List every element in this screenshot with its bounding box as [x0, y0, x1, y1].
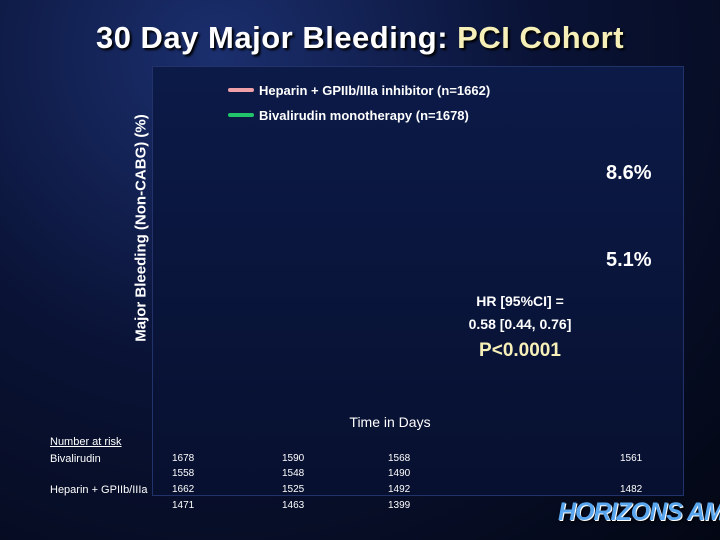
legend-item-heparin: Heparin + GPIIb/IIIa inhibitor (n=1662): [228, 81, 490, 99]
risk-cell-biv-3: 1548: [282, 468, 305, 479]
risk-cell-biv-1: 1558: [172, 468, 195, 479]
risk-table-title: Number at risk: [50, 436, 122, 448]
hr-line-1: HR [95%CI] =: [476, 293, 564, 309]
legend-item-bivalirudin: Bivalirudin monotherapy (n=1678): [228, 106, 469, 124]
end-label-heparin: 8.6%: [606, 162, 652, 184]
risk-cell-biv-4: 1568: [388, 453, 411, 464]
risk-cell-biv-6: 1561: [620, 453, 643, 464]
risk-cell-hep-6: 1482: [620, 484, 643, 495]
risk-cell-biv-0: 1678: [172, 453, 195, 464]
hazard-ratio-annotation: HR [95%CI] = 0.58 [0.44, 0.76]: [440, 290, 600, 336]
hr-line-2: 0.58 [0.44, 0.76]: [468, 316, 572, 332]
risk-cell-hep-2: 1525: [282, 484, 305, 495]
risk-cell-biv-5: 1490: [388, 468, 411, 479]
title-highlight: PCI Cohort: [457, 20, 625, 55]
legend-swatch-heparin: [228, 88, 254, 92]
risk-cell-biv-2: 1590: [282, 453, 305, 464]
risk-row-label-bivalirudin: Bivalirudin: [50, 453, 101, 465]
end-label-bivalirudin: 5.1%: [606, 249, 652, 271]
plot-area: [152, 66, 684, 496]
risk-cell-hep-0: 1662: [172, 484, 195, 495]
legend-swatch-bivalirudin: [228, 113, 254, 117]
p-value-annotation: P<0.0001: [479, 340, 561, 361]
x-axis-label: Time in Days: [349, 414, 431, 430]
horizons-ami-logo: HORIZONS AMI: [558, 498, 720, 526]
risk-cell-hep-3: 1463: [282, 500, 305, 511]
title-main: 30 Day Major Bleeding:: [95, 20, 458, 55]
risk-cell-hep-1: 1471: [172, 500, 195, 511]
legend-label-bivalirudin: Bivalirudin monotherapy (n=1678): [259, 107, 469, 123]
risk-cell-hep-5: 1399: [388, 500, 411, 511]
legend-label-heparin: Heparin + GPIIb/IIIa inhibitor (n=1662): [259, 82, 491, 98]
risk-row-label-heparin: Heparin + GPIIb/IIIa: [50, 484, 148, 496]
y-axis-label: Major Bleeding (Non-CABG) (%): [132, 114, 150, 342]
page-title: 30 Day Major Bleeding: PCI Cohort: [0, 20, 720, 56]
risk-cell-hep-4: 1492: [388, 484, 411, 495]
